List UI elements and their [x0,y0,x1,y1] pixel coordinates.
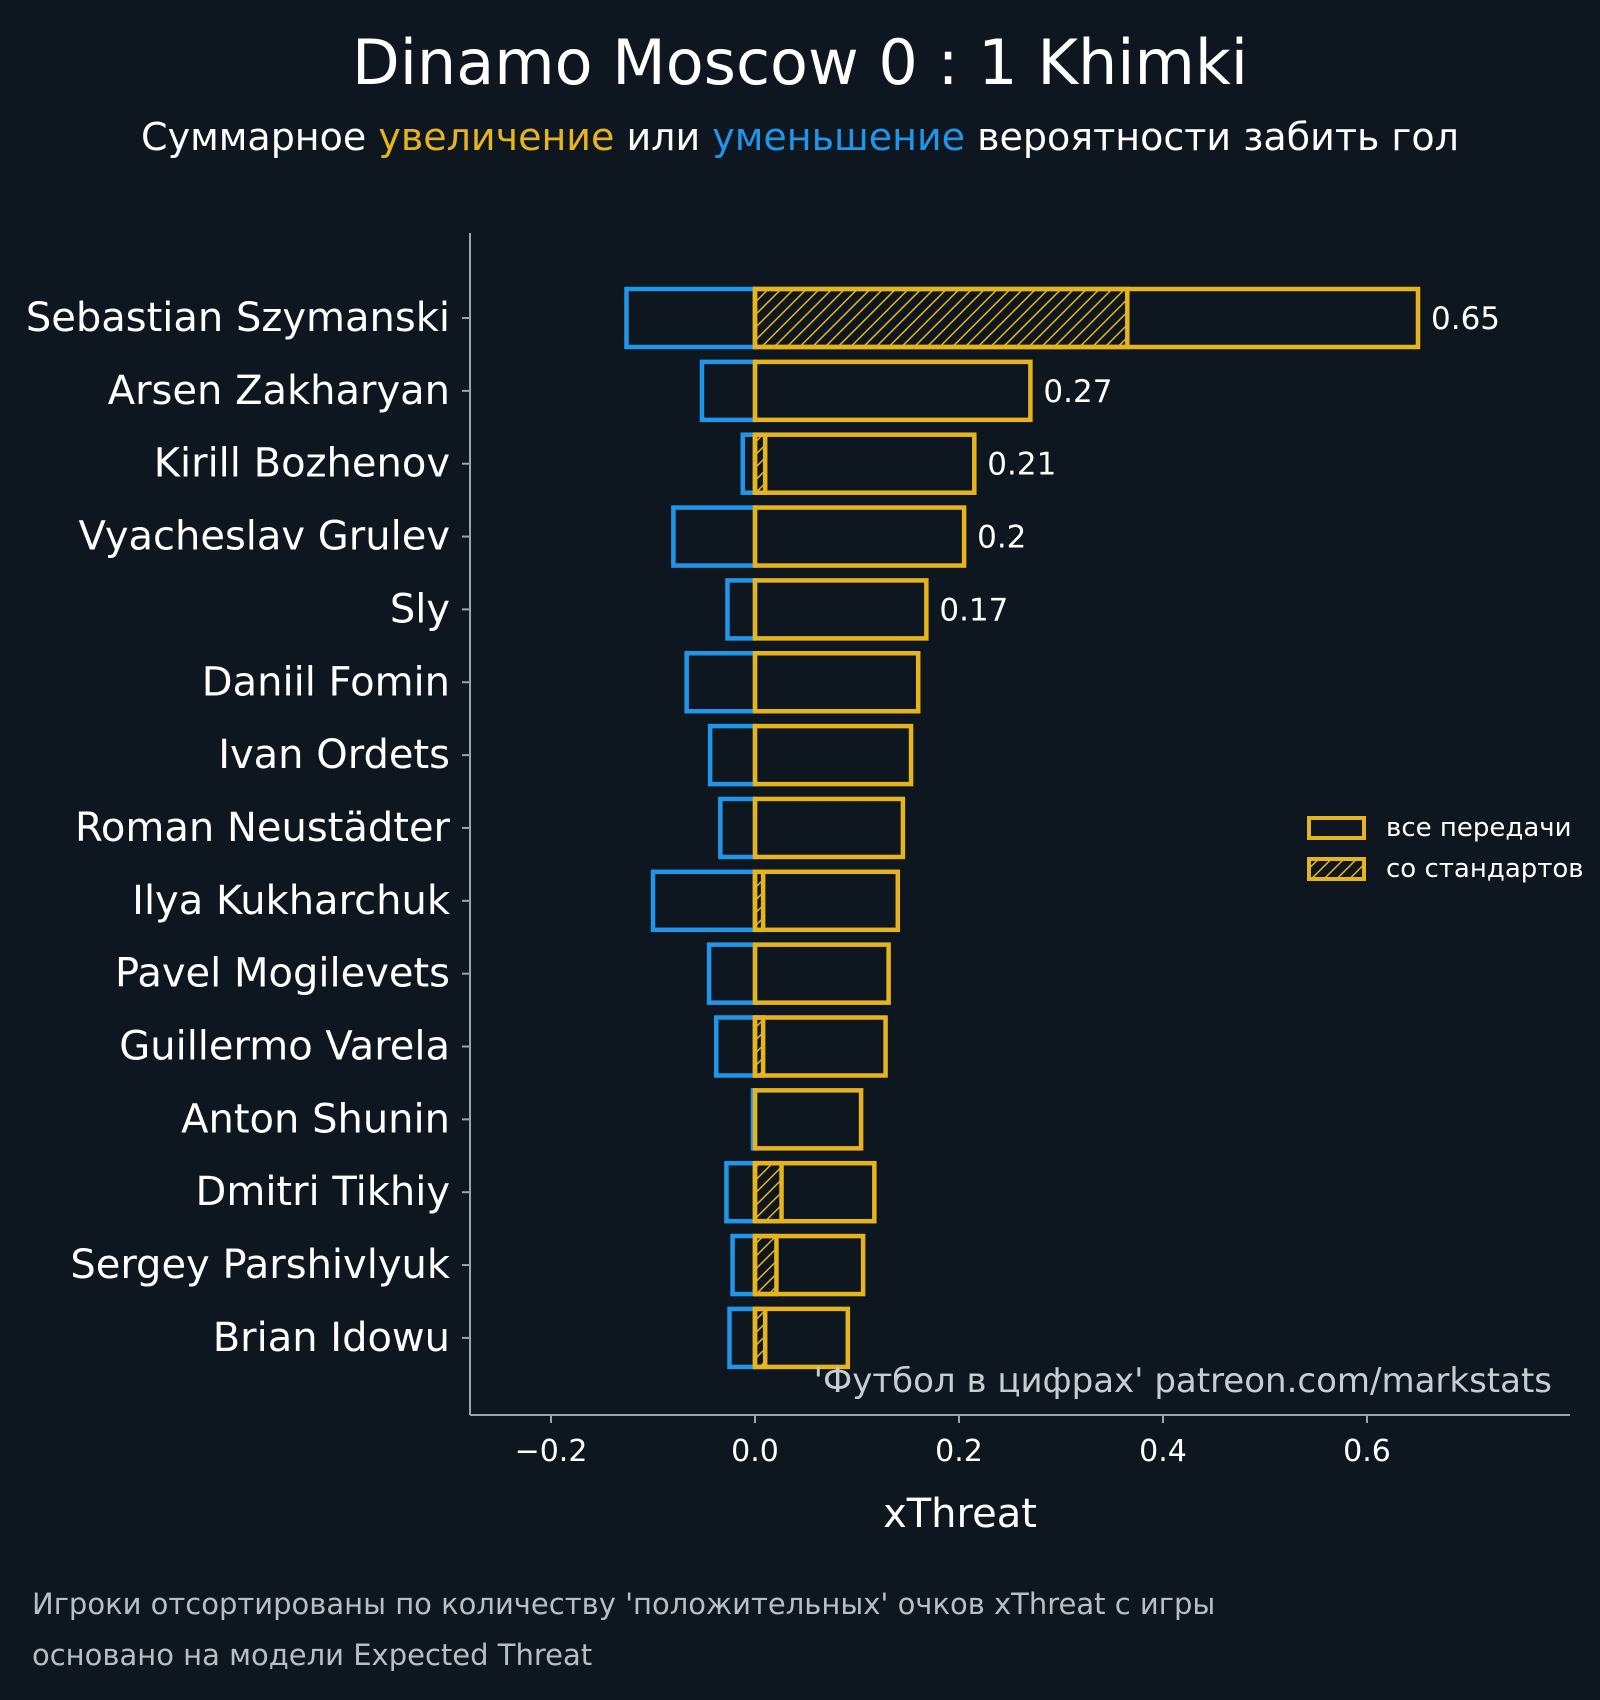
bar-decrease [650,869,758,933]
legend-label: все передачи [1386,813,1572,843]
bar-set-piece [752,1160,784,1224]
bar-decrease [727,1306,758,1370]
subtitle-decrease-word: уменьшение [712,115,965,159]
bar-increase [752,1088,864,1151]
legend-swatch-all-passes [1307,816,1366,840]
bar-increase [752,359,1033,423]
footnote-line-1: Игроки отсортированы по количеству 'поло… [32,1587,1215,1621]
bar-decrease [624,286,758,350]
chart-subtitle: Суммарное увеличение или уменьшение веро… [141,115,1459,159]
player-label: Roman Neustädter [75,805,451,851]
player-label: Dmitri Tikhiy [196,1169,450,1215]
bar-set-piece [752,1233,779,1297]
bar-decrease [725,578,758,641]
player-label: Sergey Parshivlyuk [70,1242,451,1288]
bar-decrease [699,359,758,423]
x-tick-label: 0.4 [1139,1434,1187,1469]
bar-decrease [684,651,758,714]
bar-value-label: 0.27 [1043,374,1112,410]
legend-label: со стандартов [1386,854,1584,884]
player-label: Sebastian Szymanski [26,295,450,341]
bar-decrease [713,1015,758,1078]
bar-value-label: 0.17 [939,592,1008,628]
player-label: Vyacheslav Grulev [79,514,450,560]
x-axis-label: xThreat [883,1491,1037,1537]
bar-set-piece [752,286,1130,350]
player-label: Ilya Kukharchuk [132,878,451,924]
player-label: Kirill Bozhenov [154,441,450,487]
bar-value-label: 0.2 [977,520,1026,556]
player-label: Brian Idowu [213,1315,450,1361]
bar-increase [752,286,1421,350]
player-label: Pavel Mogilevets [115,951,450,997]
player-label: Arsen Zakharyan [108,368,450,414]
bar-increase [752,796,906,860]
player-label: Sly [390,586,450,632]
player-label: Daniil Fomin [202,659,450,705]
bar-decrease [730,1233,758,1297]
watermark-text: 'Футбол в цифрах' patreon.com/markstats [814,1361,1552,1401]
player-label: Anton Shunin [181,1096,450,1142]
plot-area: −0.2 0.0 0.2 0.4 0.6 Sebastian Szymanski 0.65 A… [26,233,1570,1469]
x-tick-label: 0.0 [731,1434,779,1469]
x-tick-label: 0.6 [1343,1434,1391,1469]
bar-decrease [724,1160,758,1224]
footnote-line-2: основано на модели Expected Threat [32,1638,592,1672]
bar-decrease [718,796,758,860]
subtitle-part-3: вероятности забить гол [965,115,1459,159]
bar-increase [752,1306,851,1370]
subtitle-part-2: или [614,115,712,159]
bar-increase [752,578,929,641]
chart-title: Dinamo Moscow 0 : 1 Khimki [352,26,1248,99]
bar-increase [752,1015,888,1078]
bar-increase [752,1160,877,1224]
bar-increase [752,505,967,568]
bar-decrease [671,505,758,568]
subtitle-increase-word: увеличение [378,115,614,159]
bar-value-label: 0.21 [987,447,1056,483]
x-tick-label: 0.2 [935,1434,983,1469]
player-label: Ivan Ordets [218,732,450,778]
bar-decrease [707,723,758,787]
bar-value-label: 0.65 [1431,301,1500,337]
bar-increase [752,651,921,714]
subtitle-part-1: Суммарное [141,115,378,159]
player-label: Guillermo Varela [119,1024,450,1070]
bar-increase [752,723,914,787]
bar-increase [752,1233,866,1297]
legend: все передачи со стандартов [1307,813,1584,884]
bar-increase [752,942,891,1005]
bar-decrease [706,942,758,1005]
x-tick-label: −0.2 [515,1434,588,1469]
legend-swatch-set-piece [1307,857,1366,881]
bar-increase [752,432,977,495]
bar-increase [752,869,901,933]
